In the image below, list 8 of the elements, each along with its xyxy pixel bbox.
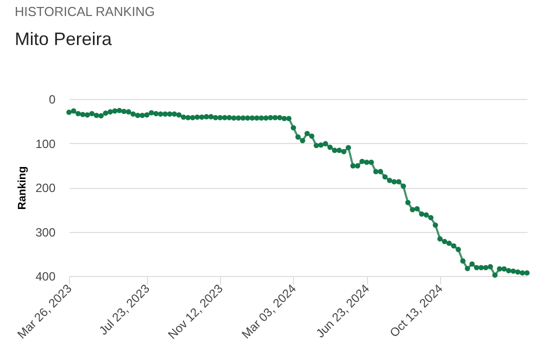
chart-title: HISTORICAL RANKING xyxy=(14,4,155,19)
y-tick-label: 0 xyxy=(48,92,56,106)
y-tick-label: 200 xyxy=(35,181,56,195)
chart-subtitle: Mito Pereira xyxy=(14,29,113,49)
y-tick-label: 300 xyxy=(35,225,56,240)
y-axis-title: Ranking xyxy=(16,166,28,210)
y-tick-label: 100 xyxy=(35,136,56,151)
y-tick-label: 400 xyxy=(35,270,56,284)
